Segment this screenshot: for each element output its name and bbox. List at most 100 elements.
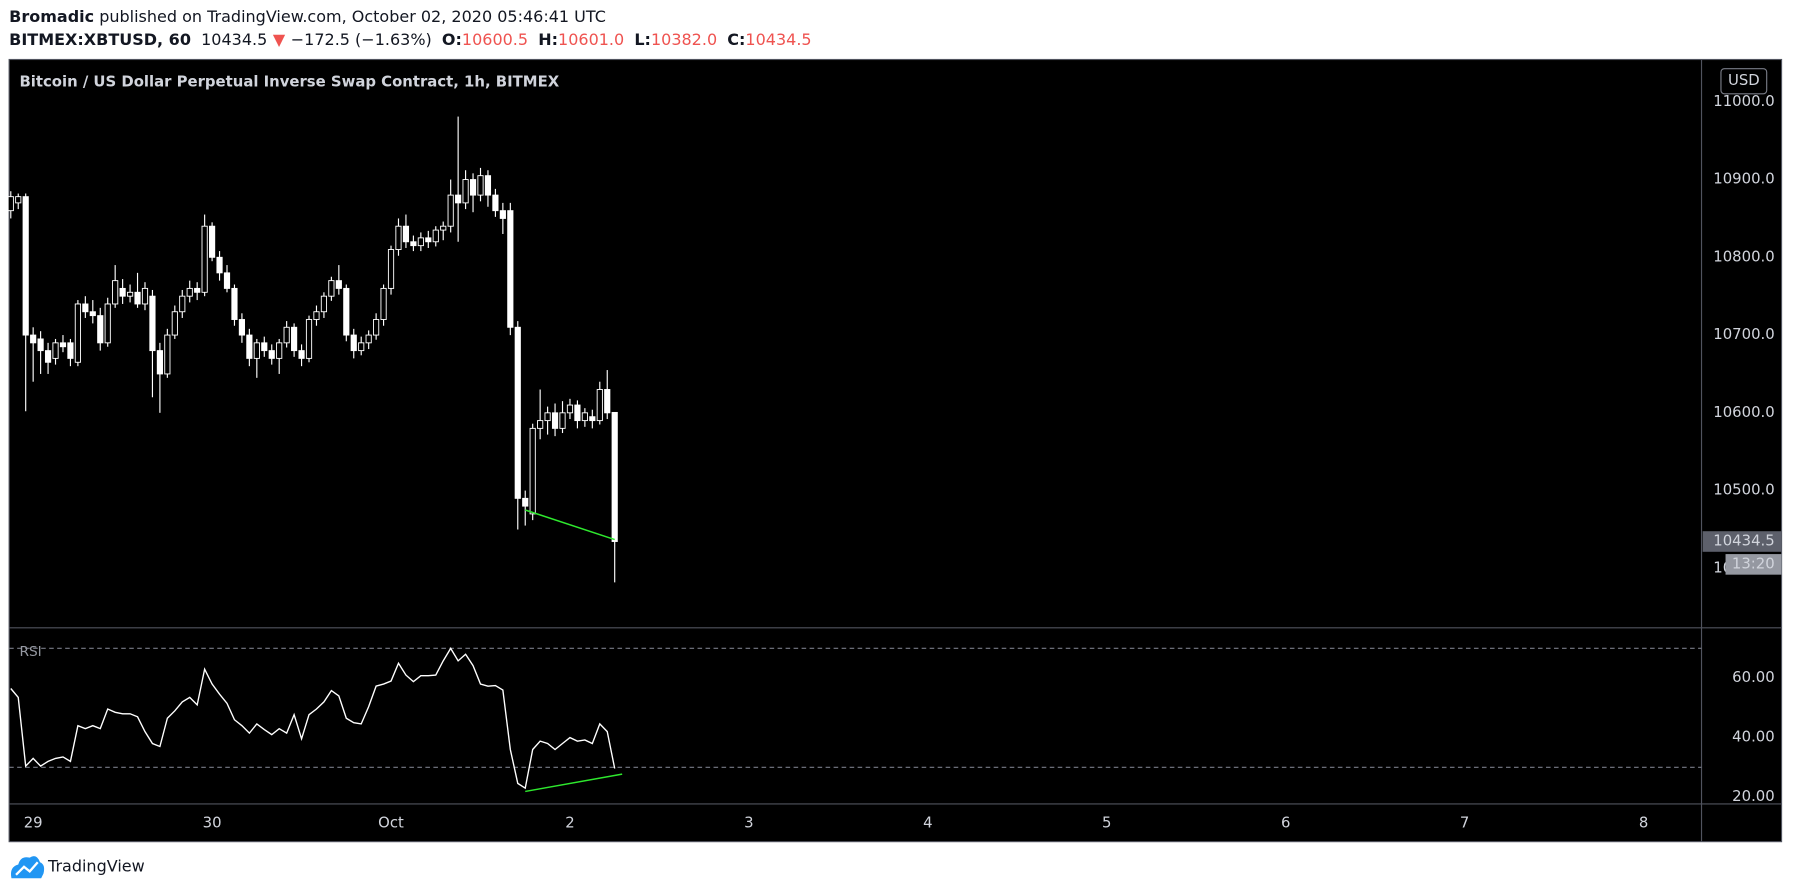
candle-body	[179, 295, 186, 313]
countdown-badge	[1725, 554, 1782, 575]
candle-body	[82, 303, 89, 313]
candle-body	[126, 291, 134, 297]
candle-body	[551, 412, 559, 429]
arrow: ▼	[273, 30, 286, 49]
last-price-label: 10434.5	[1713, 532, 1774, 550]
candle-body	[156, 350, 163, 375]
y-tick-label: 10700.0	[1713, 325, 1774, 343]
candle-body	[544, 412, 551, 422]
ohlc-label: H:	[538, 30, 558, 49]
candle-body	[97, 315, 104, 344]
x-tick-label: 4	[923, 813, 932, 831]
y-tick-label: 40.00	[1732, 728, 1775, 746]
candle-body	[89, 311, 96, 317]
candle-body	[216, 256, 223, 274]
candle-body	[171, 311, 178, 336]
candle-body	[507, 210, 514, 328]
candle-body	[268, 350, 275, 359]
countdown: 13:20	[1732, 554, 1775, 572]
candle-body	[358, 342, 365, 352]
candle-body	[149, 295, 156, 352]
candle-body	[604, 389, 611, 414]
candle-body	[313, 311, 320, 320]
candle-body	[432, 229, 439, 243]
candle-body	[581, 412, 588, 422]
candle-body	[15, 196, 22, 204]
candle-body	[231, 287, 238, 320]
candle-body	[194, 287, 201, 293]
chart-frame	[8, 58, 1783, 843]
y-tick-label: 10800.0	[1713, 247, 1774, 265]
candle-body	[380, 287, 387, 320]
candle-body	[37, 338, 44, 352]
candle-body	[529, 427, 536, 515]
brand: TradingView	[47, 856, 145, 875]
candle-body	[589, 416, 596, 422]
candle-body	[141, 287, 149, 305]
candle-body	[410, 241, 417, 247]
candle-body	[104, 303, 111, 344]
candle-body	[283, 326, 290, 344]
y-tick-label: 20.00	[1732, 787, 1775, 805]
symbol-line: BITMEX:XBTUSD, 60 10434.5 ▼ −172.5 (−1.6…	[9, 30, 811, 49]
candle-body	[44, 350, 52, 363]
candle-body	[305, 319, 313, 359]
candle-body	[522, 497, 529, 507]
last-price: 10434.5	[201, 30, 267, 49]
candle-body	[261, 342, 268, 352]
candle-body	[201, 225, 208, 293]
candle-body	[74, 303, 81, 363]
x-tick-label: 29	[24, 813, 43, 831]
y-tick-label: 10600.0	[1713, 403, 1774, 421]
change: −172.5 (−1.63%)	[291, 30, 432, 49]
candle-body	[223, 272, 231, 289]
x-tick-label: 5	[1102, 813, 1111, 831]
ohlc-label: C:	[727, 30, 745, 49]
trend-line	[524, 509, 615, 541]
candle-body	[373, 319, 380, 336]
candle-body	[596, 389, 603, 422]
x-tick-label: Oct	[378, 813, 404, 831]
rsi-line	[10, 647, 616, 790]
ohlc-value: 10382.0	[651, 30, 717, 49]
y-tick-label: 10900.0	[1713, 170, 1774, 188]
candle-body	[67, 342, 74, 359]
plot: 29 30 Oct 2 3 4 5 6 7 8 11000.0 10900.0 10800.0 10700…	[7, 92, 1775, 831]
candle-body	[30, 334, 37, 344]
candle-body	[365, 334, 372, 344]
candle-body	[112, 280, 119, 305]
logo-line	[15, 861, 39, 876]
candle-body	[52, 342, 59, 359]
candle-body	[246, 334, 253, 359]
ohlc-value: 10601.0	[558, 30, 624, 49]
candle-body	[447, 194, 454, 227]
candle-body	[514, 326, 521, 499]
symbol: BITMEX:XBTUSD, 60	[9, 30, 191, 49]
candle-body	[425, 237, 432, 243]
candle-body	[335, 280, 342, 289]
currency-box[interactable]	[1720, 68, 1768, 95]
indicator-name: RSI	[19, 644, 41, 660]
published: published on TradingView.com, October 02…	[94, 7, 606, 26]
logo	[10, 856, 45, 879]
candle-body	[350, 334, 357, 352]
y-tick-label: 60.00	[1732, 668, 1775, 686]
candle-body	[253, 342, 260, 359]
candle-body	[417, 237, 424, 247]
y-tick-label: 11000.0	[1713, 92, 1774, 110]
candle-body	[276, 342, 283, 359]
x-tick-label: 30	[203, 813, 222, 831]
ohlc-label: O:	[442, 30, 462, 49]
x-tick-label: 2	[565, 813, 574, 831]
candle-body	[469, 179, 477, 196]
candle-body	[395, 225, 402, 250]
candle-body	[492, 194, 499, 212]
candle-body	[611, 411, 618, 542]
footer	[0, 842, 1793, 892]
x-tick-label: 7	[1460, 813, 1469, 831]
candle-body	[343, 287, 350, 336]
candle-body	[387, 249, 395, 289]
candle-body	[134, 291, 141, 305]
y-tick-label: 10500.0	[1713, 481, 1774, 499]
